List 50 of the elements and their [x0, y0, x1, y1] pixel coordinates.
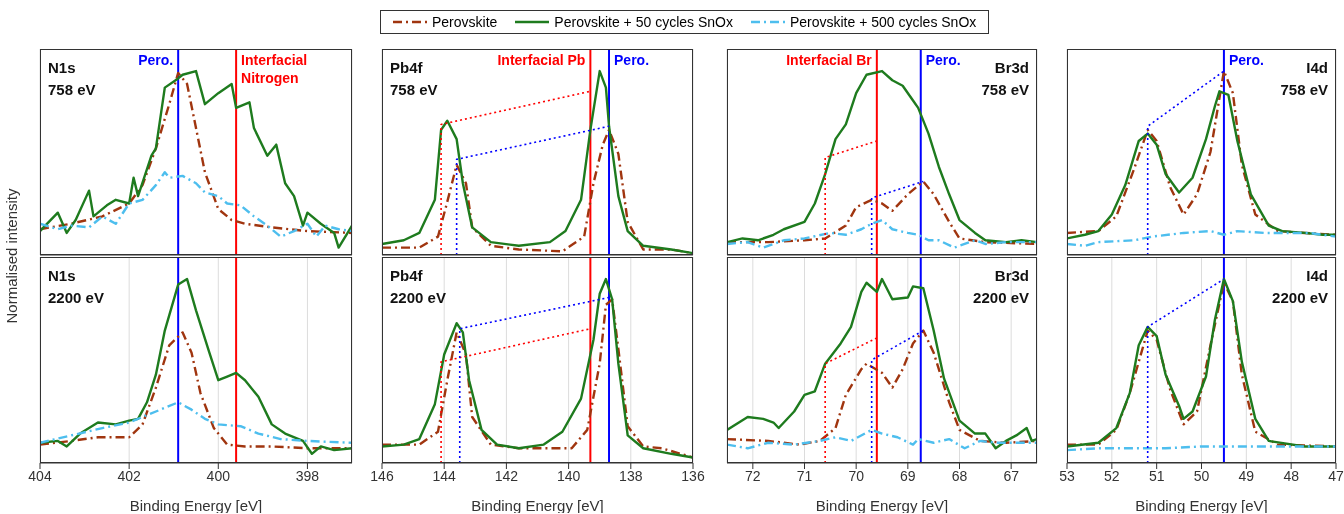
text: 2200 eV	[390, 288, 446, 308]
ref-line-label: Pero.	[1228, 52, 1264, 68]
text: 758 eV	[981, 80, 1029, 100]
legend-label: Perovskite	[432, 14, 498, 30]
x-tick-label: 52	[1104, 467, 1120, 484]
chart-title: Pb4f	[390, 58, 424, 78]
x-tick-label: 70	[848, 467, 865, 484]
text: 2200 eV	[1272, 288, 1328, 308]
x-tick-label: 398	[295, 467, 320, 484]
x-tick-label: 400	[206, 467, 231, 484]
x-tick-label: 146	[370, 467, 394, 484]
chart-title: I4d	[1305, 58, 1328, 78]
legend-label: Perovskite + 500 cycles SnOx	[789, 14, 977, 30]
x-tick-label: 402	[117, 467, 142, 484]
chart-title: Pb4f	[390, 266, 424, 286]
x-tick-label: 136	[681, 467, 705, 484]
text: 758 eV	[1280, 80, 1328, 100]
x-tick-label: 138	[619, 467, 643, 484]
x-tick-label: 72	[745, 467, 761, 484]
ref-line-label: Pero.	[614, 52, 650, 68]
legend-label: Perovskite + 50 cycles SnOx	[554, 14, 733, 30]
ref-line-label: Interfacial Pb	[497, 52, 586, 68]
x-tick-label: 53	[1059, 467, 1075, 484]
x-tick-label: 68	[951, 467, 968, 484]
x-tick-label: 69	[900, 467, 916, 484]
ref-line-label: Interfacial Nitrogen	[241, 52, 308, 86]
x-tick-label: 47	[1328, 467, 1344, 484]
text: 2200 eV	[48, 288, 104, 308]
x-tick-label: 48	[1283, 467, 1300, 484]
x-tick-label: 50	[1193, 467, 1210, 484]
x-tick-label: 404	[28, 467, 52, 484]
x-tick-label: 144	[432, 467, 457, 484]
ref-line-label: Pero.	[925, 52, 961, 68]
x-tick-label: 140	[556, 467, 581, 484]
chart-title: N1s	[48, 266, 77, 286]
ref-line-label: Pero.	[138, 52, 174, 68]
ref-line-label: Interfacial Br	[786, 52, 873, 68]
x-tick-label: 142	[494, 467, 519, 484]
chart-title: Br3d	[993, 266, 1029, 286]
x-tick-label: 51	[1148, 467, 1165, 484]
text: 758 eV	[390, 80, 438, 100]
chart-title: I4d	[1305, 266, 1328, 286]
chart-title: Br3d	[993, 58, 1029, 78]
x-tick-label: 67	[1003, 467, 1020, 484]
x-tick-label: 71	[796, 467, 813, 484]
text: 2200 eV	[973, 288, 1029, 308]
text: 758 eV	[48, 80, 96, 100]
x-tick-label: 49	[1238, 467, 1255, 484]
y-axis-title: Normalised intensity	[2, 187, 21, 326]
chart-title: N1s	[48, 58, 77, 78]
